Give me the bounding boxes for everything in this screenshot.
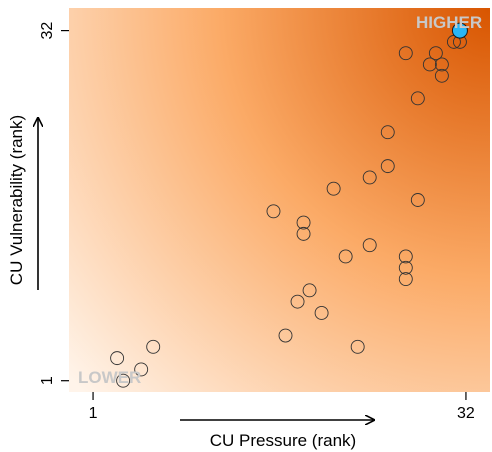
data-point-6 xyxy=(290,294,305,309)
data-point-16 xyxy=(380,159,395,174)
y-axis: 1 32 xyxy=(39,22,69,385)
data-point-8 xyxy=(296,226,311,241)
data-point-25 xyxy=(428,46,443,61)
lower-corner-label: LOWER xyxy=(78,368,141,387)
y-tick-label-1: 1 xyxy=(39,376,56,385)
data-point-3 xyxy=(146,339,161,354)
x-axis-label: CU Pressure (rank) xyxy=(210,431,356,450)
data-point-10 xyxy=(314,305,329,320)
highlight-point xyxy=(451,22,468,39)
data-point-19 xyxy=(398,260,413,275)
y-tick-label-32: 32 xyxy=(39,22,56,40)
x-tick-label-1: 1 xyxy=(89,405,98,422)
data-point-24 xyxy=(422,57,437,72)
data-point-20 xyxy=(398,272,413,287)
data-point-18 xyxy=(398,249,413,264)
data-point-5 xyxy=(278,328,293,343)
data-point-11 xyxy=(326,181,341,196)
data-points xyxy=(110,22,468,388)
data-point-4 xyxy=(266,204,281,219)
x-tick-label-32: 32 xyxy=(457,405,475,422)
data-point-22 xyxy=(410,91,425,106)
plot-background xyxy=(69,8,490,392)
data-point-23 xyxy=(410,193,425,207)
data-point-14 xyxy=(362,238,377,253)
data-point-13 xyxy=(350,339,365,354)
data-point-1 xyxy=(116,373,131,388)
y-axis-label: CU Vulnerability (rank) xyxy=(7,115,26,285)
data-point-27 xyxy=(434,57,449,72)
higher-corner-label: HIGHER xyxy=(416,13,482,32)
data-point-9 xyxy=(302,283,317,298)
data-point-17 xyxy=(380,125,395,140)
data-point-12 xyxy=(338,249,353,264)
data-point-21 xyxy=(398,46,413,61)
data-point-7 xyxy=(296,215,311,230)
data-point-2 xyxy=(134,362,149,377)
data-point-15 xyxy=(362,170,377,185)
x-axis: 1 32 xyxy=(89,392,475,422)
data-point-0 xyxy=(110,351,125,366)
data-point-26 xyxy=(434,68,449,83)
